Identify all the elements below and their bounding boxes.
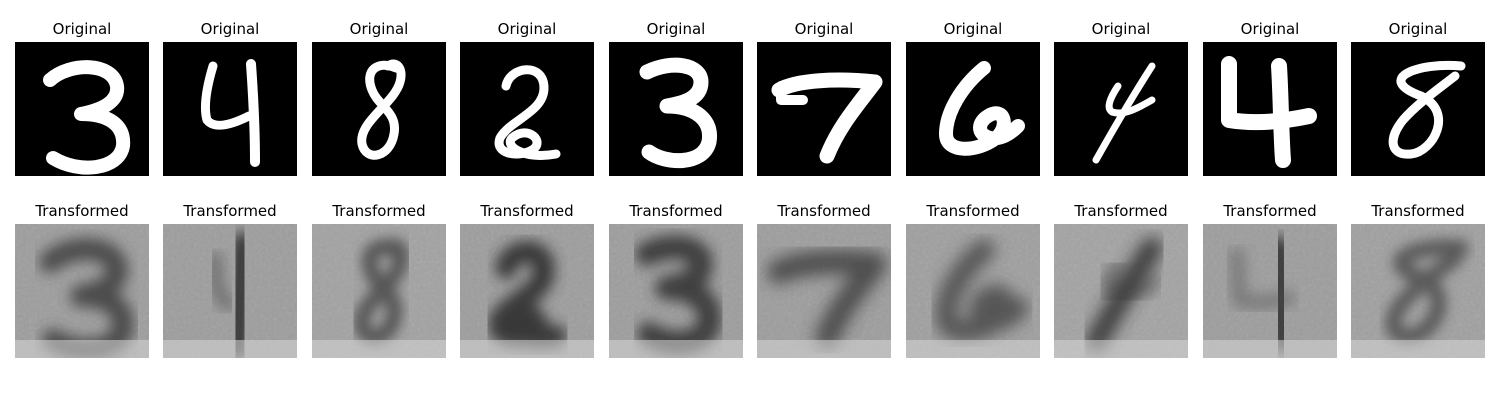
transformed-digit-tile-3 [312,224,446,358]
digit-8-image [1351,224,1485,358]
original-digit-tile-4 [460,42,594,176]
title-transformed-5: Transformed [629,202,723,220]
title-original-3: Original [349,20,409,38]
title-transformed-6: Transformed [777,202,871,220]
digit-3-image [609,224,743,358]
original-digit-tile-2 [163,42,297,176]
title-original-8: Original [1091,20,1151,38]
digit-6-image [906,42,1040,176]
digit-2-image [460,42,594,176]
transformed-digit-tile-9 [1203,224,1337,358]
digit-7-image [757,42,891,176]
digit-6-image [906,224,1040,358]
original-digit-tile-7 [906,42,1040,176]
digit-3-image [609,42,743,176]
title-transformed-3: Transformed [332,202,426,220]
title-transformed-1: Transformed [35,202,129,220]
title-original-4: Original [497,20,557,38]
title-transformed-4: Transformed [480,202,574,220]
original-digit-tile-6 [757,42,891,176]
original-digit-tile-1 [15,42,149,176]
original-digit-tile-9 [1203,42,1337,176]
original-digit-tile-8 [1054,42,1188,176]
title-original-9: Original [1240,20,1300,38]
digit-3-image [15,224,149,358]
digit-4-image [163,42,297,176]
digit-3-image [15,42,149,176]
title-transformed-7: Transformed [926,202,1020,220]
digit-4-image [1203,224,1337,358]
title-original-5: Original [646,20,706,38]
original-digit-tile-5 [609,42,743,176]
digit-2-image [460,224,594,358]
title-original-1: Original [52,20,112,38]
transformed-digit-tile-10 [1351,224,1485,358]
transformed-digit-tile-6 [757,224,891,358]
title-transformed-2: Transformed [183,202,277,220]
digit-8-image [1351,42,1485,176]
original-digit-tile-3 [312,42,446,176]
digit-8-image [312,42,446,176]
digit-4-image [1054,224,1188,358]
digit-7-image [757,224,891,358]
title-transformed-8: Transformed [1074,202,1168,220]
transformed-digit-tile-7 [906,224,1040,358]
digit-4-image [1203,42,1337,176]
transformed-digit-tile-4 [460,224,594,358]
digit-8-image [312,224,446,358]
transformed-digit-tile-1 [15,224,149,358]
transformed-digit-tile-8 [1054,224,1188,358]
title-transformed-10: Transformed [1371,202,1465,220]
transformed-digit-tile-2 [163,224,297,358]
title-original-2: Original [200,20,260,38]
title-original-6: Original [794,20,854,38]
title-original-7: Original [943,20,1003,38]
digit-4-image [163,224,297,358]
digit-4-image [1054,42,1188,176]
transformed-digit-tile-5 [609,224,743,358]
title-original-10: Original [1388,20,1448,38]
title-transformed-9: Transformed [1223,202,1317,220]
original-digit-tile-10 [1351,42,1485,176]
